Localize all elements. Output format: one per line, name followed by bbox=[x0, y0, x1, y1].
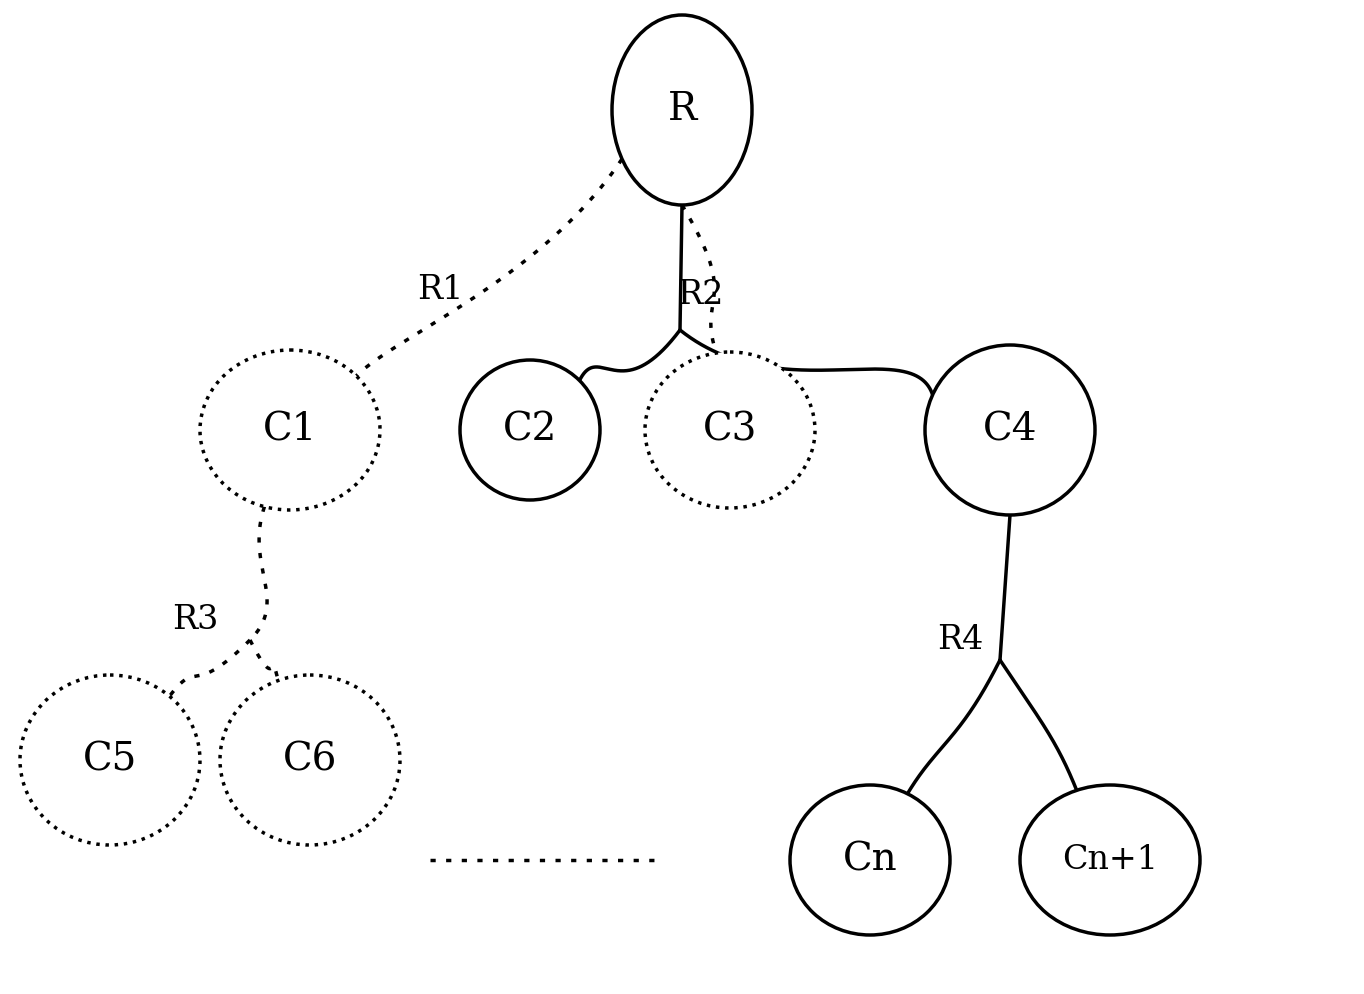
Text: R3: R3 bbox=[172, 604, 218, 636]
Text: Cn+1: Cn+1 bbox=[1063, 844, 1158, 876]
Text: C3: C3 bbox=[702, 412, 757, 448]
Ellipse shape bbox=[925, 345, 1095, 515]
Ellipse shape bbox=[612, 15, 752, 205]
Text: R1: R1 bbox=[417, 274, 464, 306]
Text: R4: R4 bbox=[937, 624, 983, 656]
Ellipse shape bbox=[201, 350, 381, 510]
Text: R: R bbox=[667, 91, 697, 128]
Ellipse shape bbox=[790, 785, 949, 935]
Text: C6: C6 bbox=[282, 742, 337, 778]
Ellipse shape bbox=[1020, 785, 1200, 935]
Ellipse shape bbox=[460, 360, 600, 500]
Text: C2: C2 bbox=[503, 412, 557, 448]
Text: C5: C5 bbox=[83, 742, 138, 778]
Text: R2: R2 bbox=[677, 279, 723, 311]
Ellipse shape bbox=[20, 675, 201, 845]
Ellipse shape bbox=[220, 675, 400, 845]
Ellipse shape bbox=[645, 352, 816, 508]
Text: Cn: Cn bbox=[843, 842, 898, 879]
Text: C4: C4 bbox=[982, 412, 1037, 448]
Text: C1: C1 bbox=[263, 412, 316, 448]
